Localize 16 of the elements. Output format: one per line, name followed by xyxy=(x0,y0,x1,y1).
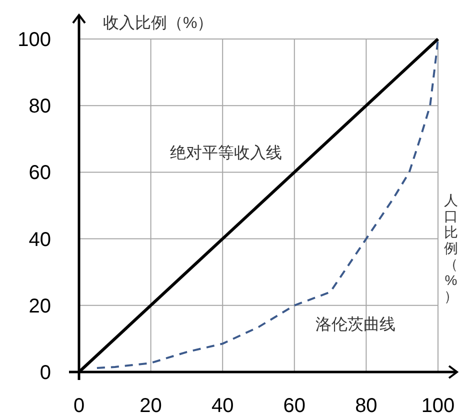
x-tick-label: 20 xyxy=(140,395,162,414)
x-tick-label: 0 xyxy=(73,395,85,414)
y-tick-label: 60 xyxy=(28,162,51,184)
x-tick-label: 100 xyxy=(421,395,455,414)
x-tick-label: 40 xyxy=(211,395,234,414)
annotation: 绝对平等收入线 xyxy=(170,144,282,162)
annotation: 洛伦茨曲线 xyxy=(315,316,396,334)
y-tick-label: 100 xyxy=(18,29,51,51)
x-axis-title: 人口比例（%） xyxy=(444,192,458,304)
y-tick-label: 0 xyxy=(40,362,51,384)
x-tick-label: 80 xyxy=(355,395,378,414)
y-tick-label: 20 xyxy=(28,295,51,318)
x-tick-label: 60 xyxy=(283,395,306,414)
y-tick-label: 80 xyxy=(28,96,51,118)
y-axis-title: 收入比例（%） xyxy=(103,14,214,32)
y-tick-label: 40 xyxy=(28,228,51,251)
